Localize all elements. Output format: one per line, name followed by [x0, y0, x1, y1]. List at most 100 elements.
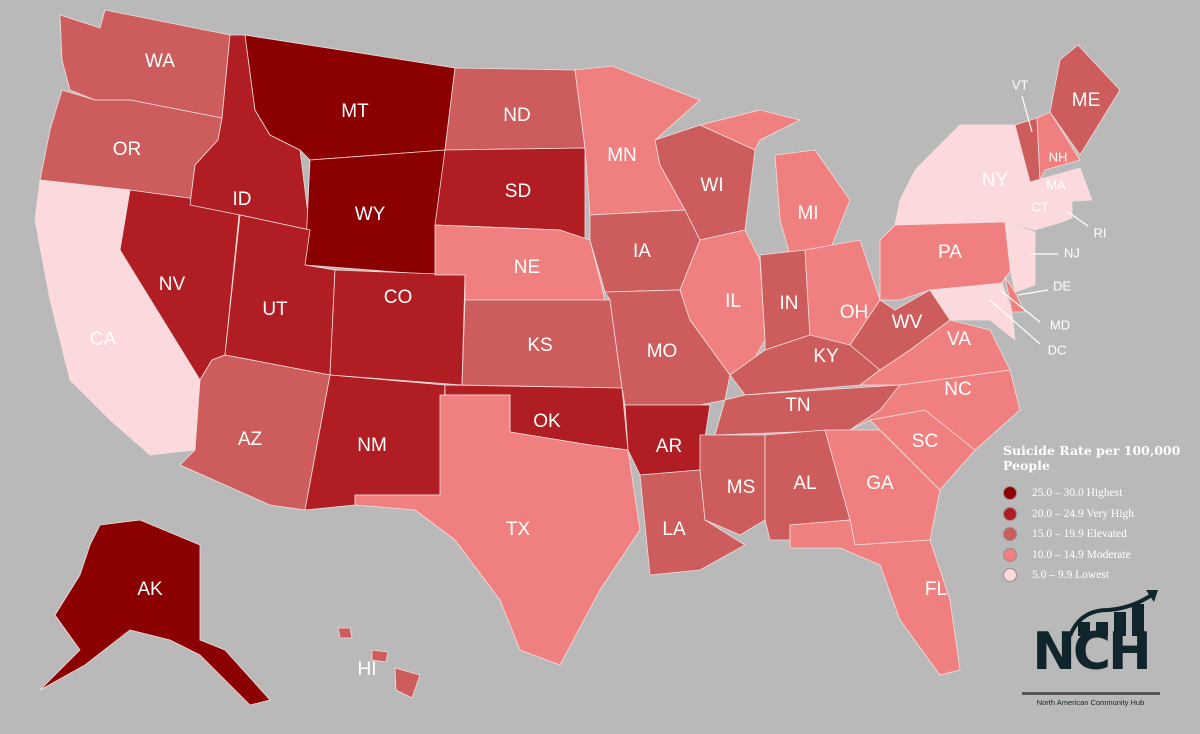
state-label-ia: IA — [633, 241, 651, 262]
legend-item-elevated: 15.0 – 19.9 Elevated — [1003, 524, 1193, 545]
state-de — [1004, 276, 1026, 313]
legend-item-moderate: 10.0 – 14.9 Moderate — [1003, 545, 1193, 566]
state-label-nj: NJ — [1064, 245, 1080, 260]
state-fl — [789, 519, 961, 676]
state-label-ar: AR — [656, 436, 682, 457]
state-label-ga: GA — [866, 473, 894, 494]
state-ma — [1029, 167, 1093, 203]
state-label-il: IL — [725, 291, 741, 312]
state-label-nh: NH — [1049, 149, 1068, 164]
state-nj — [1004, 221, 1036, 293]
state-label-ks: KS — [527, 335, 552, 356]
state-shape — [894, 124, 1036, 231]
state-label-az: AZ — [238, 429, 263, 450]
state-label-nm: NM — [357, 435, 387, 456]
state-label-mt: MT — [341, 101, 369, 122]
leader-line — [999, 289, 1041, 323]
state-label-nc: NC — [944, 379, 971, 400]
state-label-ms: MS — [727, 477, 756, 498]
state-label-wv: WV — [892, 312, 923, 333]
legend-swatch — [1003, 547, 1017, 562]
growth-chart-icon — [1068, 590, 1158, 637]
state-label-tn: TN — [785, 395, 810, 416]
state-label-nv: NV — [159, 274, 186, 295]
state-dc — [979, 291, 991, 303]
state-shape — [39, 519, 271, 706]
state-shape — [354, 394, 641, 666]
legend-label: 25.0 – 30.0 Highest — [1032, 487, 1123, 500]
state-shape — [1004, 221, 1036, 293]
state-label-ny: NY — [982, 170, 1009, 191]
state-shape — [394, 667, 421, 699]
legend-label: 15.0 – 19.9 Elevated — [1032, 528, 1127, 541]
state-label-co: CO — [384, 287, 413, 308]
state-label-de: DE — [1053, 278, 1071, 293]
state-label-wy: WY — [355, 204, 386, 225]
state-hi — [337, 627, 421, 699]
state-label-tx: TX — [506, 519, 531, 540]
state-shape — [371, 649, 389, 663]
legend-swatch — [1003, 486, 1017, 501]
state-shape — [337, 627, 353, 639]
state-label-ct: CT — [1031, 199, 1048, 214]
state-shape — [1029, 167, 1093, 203]
state-label-or: OR — [113, 139, 142, 160]
legend-swatch — [1003, 568, 1017, 583]
legend-label: 20.0 – 24.9 Very High — [1032, 507, 1135, 520]
legend-swatch — [1003, 506, 1017, 521]
state-label-la: LA — [662, 519, 686, 540]
state-shape — [1049, 44, 1121, 156]
leader-line — [1067, 211, 1089, 227]
divider — [1022, 692, 1160, 695]
legend-item-highest: 25.0 – 30.0 Highest — [1003, 483, 1193, 504]
state-label-oh: OH — [840, 302, 869, 323]
legend-label: 5.0 – 9.9 Lowest — [1032, 569, 1109, 582]
state-label-id: ID — [233, 189, 252, 210]
state-label-me: ME — [1072, 90, 1101, 111]
state-label-hi: HI — [358, 659, 377, 680]
leader-line — [1017, 289, 1049, 296]
state-ak — [39, 519, 271, 706]
legend: Suicide Rate per 100,000 People 25.0 – 3… — [1003, 443, 1193, 586]
state-label-sc: SC — [912, 431, 938, 452]
state-label-fl: FL — [925, 579, 947, 600]
state-me — [1049, 44, 1121, 156]
state-label-pa: PA — [938, 242, 962, 263]
state-label-ri: RI — [1094, 225, 1107, 240]
state-ri — [1059, 201, 1073, 223]
state-shape — [929, 282, 1016, 341]
state-tx — [354, 394, 641, 666]
state-label-ky: KY — [813, 346, 839, 367]
state-mi — [699, 109, 851, 256]
state-label-ma: MA — [1046, 177, 1066, 192]
state-label-wi: WI — [700, 175, 723, 196]
state-label-mo: MO — [647, 341, 678, 362]
state-shape — [1036, 111, 1081, 181]
state-label-ca: CA — [90, 329, 117, 350]
state-shape — [789, 519, 961, 676]
state-label-md: MD — [1050, 317, 1070, 332]
state-md — [929, 282, 1016, 341]
state-shape — [1059, 201, 1073, 223]
state-shape — [1004, 276, 1026, 313]
legend-label: 10.0 – 14.9 Moderate — [1032, 548, 1131, 561]
state-label-ok: OK — [533, 411, 561, 432]
state-label-in: IN — [780, 293, 799, 314]
state-label-nd: ND — [503, 105, 530, 126]
state-nh — [1036, 111, 1081, 181]
legend-title: Suicide Rate per 100,000 People — [1003, 443, 1181, 473]
state-ny — [894, 124, 1036, 231]
legend-item-very-high: 20.0 – 24.9 Very High — [1003, 504, 1193, 525]
state-label-va: VA — [947, 329, 971, 350]
logo-mark: NCH — [1032, 622, 1151, 682]
state-label-ak: AK — [137, 579, 163, 600]
leader-line — [1021, 95, 1033, 133]
state-label-vt: VT — [1012, 77, 1029, 92]
state-label-mi: MI — [797, 203, 818, 224]
state-label-dc: DC — [1048, 342, 1067, 357]
state-label-al: AL — [793, 473, 816, 494]
logo-name: North American Community Hub — [1036, 698, 1145, 707]
nch-logo: NCH North American Community Hub — [1018, 588, 1163, 713]
leader-line — [989, 299, 1041, 345]
